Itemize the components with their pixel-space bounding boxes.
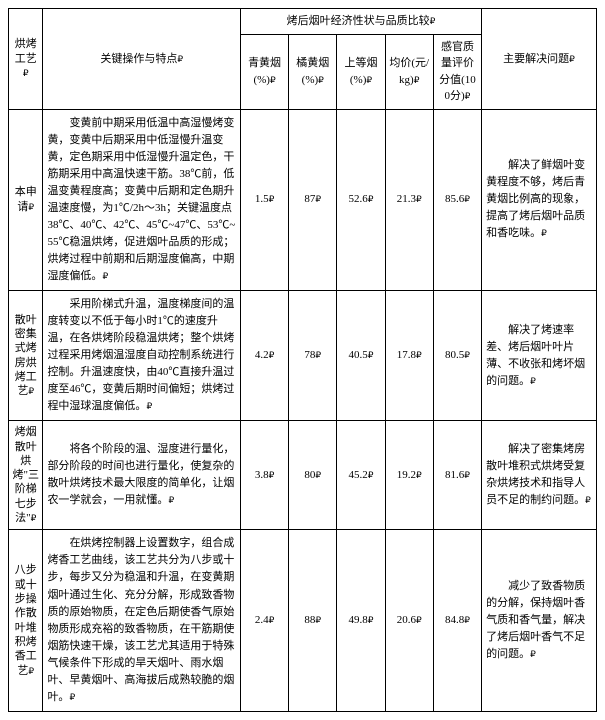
val-qinghuang: 4.2₽ (240, 290, 288, 420)
process-name: 八步或十步操作散叶堆积烤香工艺₽ (9, 530, 43, 711)
val-qinghuang: 2.4₽ (240, 530, 288, 711)
val-junjia: 17.8₽ (385, 290, 433, 420)
val-juhuang: 88₽ (289, 530, 337, 711)
val-junjia: 21.3₽ (385, 109, 433, 290)
table-row: 八步或十步操作散叶堆积烤香工艺₽ 在烘烤控制器上设置数字，组合成烤香工艺曲线，该… (9, 530, 597, 711)
col-process: 烘烤工艺₽ (9, 9, 43, 110)
table-row: 本申请₽ 变黄前中期采用低温中高湿慢烤变黄，变黄中后期采用中低湿慢升温变黄，定色… (9, 109, 597, 290)
val-qinghuang: 3.8₽ (240, 421, 288, 530)
table-header-row: 烘烤工艺₽ 关键操作与特点₽ 烤后烟叶经济性状与品质比较₽ 主要解决问题₽ (9, 9, 597, 35)
col-solve: 主要解决问题₽ (482, 9, 597, 110)
header-label: 烤后烟叶经济性状与品质比较 (287, 15, 430, 27)
table-row: 散叶密集式烤房烘烤工艺₽ 采用阶梯式升温，温度梯度间的温度转变以不低于每小时1℃… (9, 290, 597, 420)
header-label: 均价(元/kg) (389, 57, 429, 86)
col-group: 烤后烟叶经济性状与品质比较₽ (240, 9, 481, 35)
header-label: 主要解决问题 (503, 53, 569, 65)
val-junjia: 19.2₽ (385, 421, 433, 530)
val-junjia: 20.6₽ (385, 530, 433, 711)
header-label: 青黄烟(%) (248, 57, 281, 86)
val-ganguan: 84.8₽ (433, 530, 481, 711)
val-ganguan: 81.6₽ (433, 421, 481, 530)
col-sub1: 青黄烟(%)₽ (240, 34, 288, 109)
col-keyop: 关键操作与特点₽ (43, 9, 241, 110)
process-solve: 解决了鲜烟叶变黄程度不够，烤后青黄烟比例高的现象，提高了烤后烟叶品质和香吃味。₽ (482, 109, 597, 290)
header-label: 关键操作与特点 (100, 53, 177, 65)
col-sub3: 上等烟(%)₽ (337, 34, 385, 109)
process-name: 散叶密集式烤房烘烤工艺₽ (9, 290, 43, 420)
process-desc: 变黄前中期采用低温中高湿慢烤变黄，变黄中后期采用中低湿慢升温变黄，定色期采用中低… (43, 109, 241, 290)
process-solve: 解决了烤速率差、烤后烟叶叶片薄、不收张和烤坏烟的问题。₽ (482, 290, 597, 420)
val-juhuang: 80₽ (289, 421, 337, 530)
val-shangdeng: 45.2₽ (337, 421, 385, 530)
col-sub2: 橘黄烟(%)₽ (289, 34, 337, 109)
val-qinghuang: 1.5₽ (240, 109, 288, 290)
val-ganguan: 80.5₽ (433, 290, 481, 420)
process-solve: 减少了致香物质的分解，保持烟叶香气质和香气量，解决了烤后烟叶香气不足的问题。₽ (482, 530, 597, 711)
val-shangdeng: 49.8₽ (337, 530, 385, 711)
col-sub4: 均价(元/kg)₽ (385, 34, 433, 109)
comparison-table: 烘烤工艺₽ 关键操作与特点₽ 烤后烟叶经济性状与品质比较₽ 主要解决问题₽ 青黄… (8, 8, 597, 712)
header-label: 橘黄烟(%) (296, 57, 329, 86)
process-desc: 将各个阶段的温、湿度进行量化，部分阶段的时间也进行量化，使复杂的散叶烘烤技术最大… (43, 421, 241, 530)
process-desc: 在烘烤控制器上设置数字，组合成烤香工艺曲线，该工艺共分为八步或十步，每步又分为稳… (43, 530, 241, 711)
table-row: 烤烟散叶烘烤"三阶梯七步法"₽ 将各个阶段的温、湿度进行量化，部分阶段的时间也进… (9, 421, 597, 530)
val-juhuang: 87₽ (289, 109, 337, 290)
process-name: 烤烟散叶烘烤"三阶梯七步法"₽ (9, 421, 43, 530)
col-sub5: 感官质量评价分值(100分)₽ (433, 34, 481, 109)
val-juhuang: 78₽ (289, 290, 337, 420)
process-name: 本申请₽ (9, 109, 43, 290)
val-ganguan: 85.6₽ (433, 109, 481, 290)
val-shangdeng: 52.6₽ (337, 109, 385, 290)
val-shangdeng: 40.5₽ (337, 290, 385, 420)
header-label: 上等烟(%) (345, 57, 378, 86)
process-solve: 解决了密集烤房散叶堆积式烘烤受复杂烘烤技术和指导人员不足的制约问题。₽ (482, 421, 597, 530)
header-label: 烘烤工艺 (15, 38, 37, 64)
process-desc: 采用阶梯式升温，温度梯度间的温度转变以不低于每小时1℃的速度升温，在各烘烤阶段稳… (43, 290, 241, 420)
